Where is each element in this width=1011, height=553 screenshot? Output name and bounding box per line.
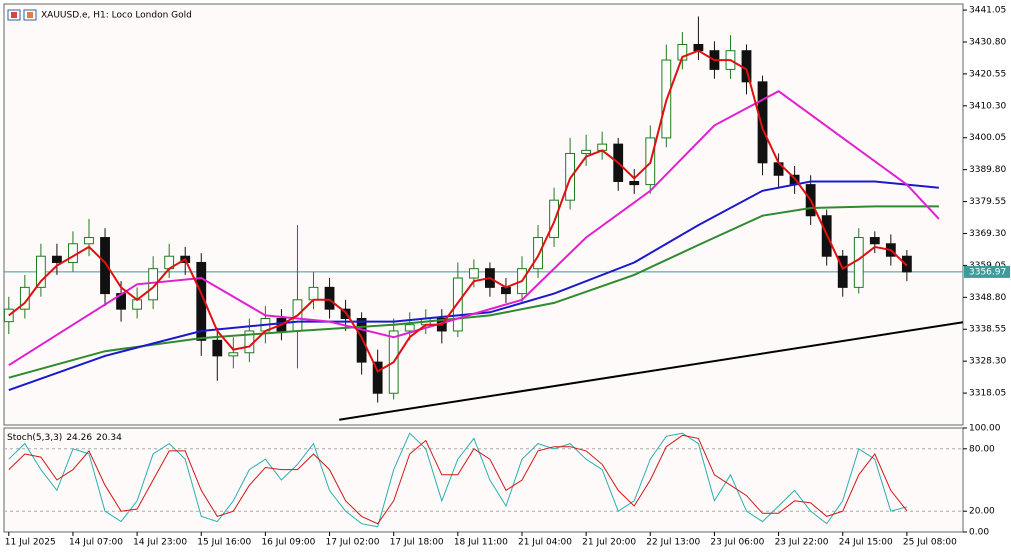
line [8, 49, 908, 373]
y-tick-label: 3379.55 [969, 197, 1006, 207]
x-tick-label: 24 Jul 15:00 [839, 538, 893, 548]
candle-body [533, 237, 543, 270]
y-tick-label: 3318.05 [969, 389, 1006, 399]
y-tick-label: 20.00 [969, 507, 995, 517]
y-tick-label: 3369.30 [969, 229, 1006, 239]
candle-body [148, 268, 159, 301]
candle-body [853, 237, 864, 288]
x-tick-label: 25 Jul 08:00 [903, 538, 957, 548]
chart-title: XAUUSD.e, H1: Loco London Gold [41, 11, 192, 21]
line [8, 90, 940, 367]
main-panel [3, 3, 964, 426]
candle-body [757, 81, 768, 164]
stoch-signal-value: 20.34 [96, 433, 122, 443]
candle-body [549, 199, 559, 239]
x-tick-label: 16 Jul 09:00 [261, 538, 315, 548]
x-tick-label: 17 Jul 02:00 [326, 538, 380, 548]
candle-body [52, 255, 62, 263]
candle-body [404, 324, 415, 332]
y-tick-label: 80.00 [969, 444, 995, 454]
candle-body [372, 361, 383, 394]
candle-body [324, 286, 335, 310]
current-price-label: 3356.97 [969, 267, 1006, 277]
y-tick-label: 3430.80 [969, 37, 1006, 47]
y-tick-label: 100.00 [969, 424, 1001, 434]
y-tick-label: 3348.80 [969, 293, 1006, 303]
x-tick-label: 15 Jul 16:00 [197, 538, 251, 548]
candle-body [468, 268, 479, 279]
candle-body [35, 255, 46, 288]
stoch-name: Stoch(5,3,3) [7, 433, 62, 443]
line [339, 321, 963, 421]
y-tick-label: 3400.05 [969, 133, 1006, 143]
candle-body [212, 339, 223, 357]
y-tick-label: 3389.80 [969, 165, 1006, 175]
x-tick-label: 18 Jul 11:00 [454, 538, 508, 548]
line [8, 180, 939, 392]
y-tick-label: 3328.30 [969, 357, 1006, 367]
candle-body [901, 255, 912, 273]
candle-body [84, 237, 94, 245]
y-tick-label: 3410.30 [969, 101, 1006, 111]
x-tick-label: 21 Jul 20:00 [582, 538, 636, 548]
current-price-box [964, 265, 1010, 278]
y-tick-label: 3441.05 [969, 6, 1006, 16]
stoch-panel [3, 427, 964, 533]
y-tick-label: 0.00 [969, 528, 989, 538]
plot-area [4, 432, 963, 528]
x-tick-label: 14 Jul 23:00 [133, 538, 187, 548]
candle-body [869, 237, 880, 245]
line [8, 432, 908, 528]
x-tick-label: 23 Jul 22:00 [775, 538, 829, 548]
stoch-main-value: 24.26 [66, 433, 92, 443]
stoch-title: Stoch(5,3,3) 24.26 20.34 [7, 433, 122, 443]
icon [11, 12, 17, 18]
candle-body [308, 286, 319, 301]
x-tick-label: 22 Jul 13:00 [646, 538, 700, 548]
line [8, 434, 908, 525]
y-tick-label: 3338.55 [969, 325, 1006, 335]
candle-body [132, 299, 143, 310]
x-tick-label: 17 Jul 18:00 [390, 538, 444, 548]
candle-body [228, 352, 239, 357]
candle-body [837, 255, 848, 288]
x-tick-label: 23 Jul 06:00 [710, 538, 764, 548]
candle-body [68, 243, 78, 263]
line [8, 205, 939, 379]
x-tick-label: 21 Jul 04:00 [518, 538, 572, 548]
x-tick-label: 14 Jul 07:00 [69, 538, 123, 548]
y-tick-label: 3420.55 [969, 69, 1006, 79]
candle-body [629, 180, 640, 186]
candle-body [356, 318, 367, 363]
candle-body [581, 149, 592, 154]
candle-body [100, 237, 110, 295]
icon [27, 12, 33, 18]
candle-body [677, 43, 688, 61]
x-tick-label: 11 Jul 2025 [5, 538, 56, 548]
plot-area [4, 16, 963, 421]
